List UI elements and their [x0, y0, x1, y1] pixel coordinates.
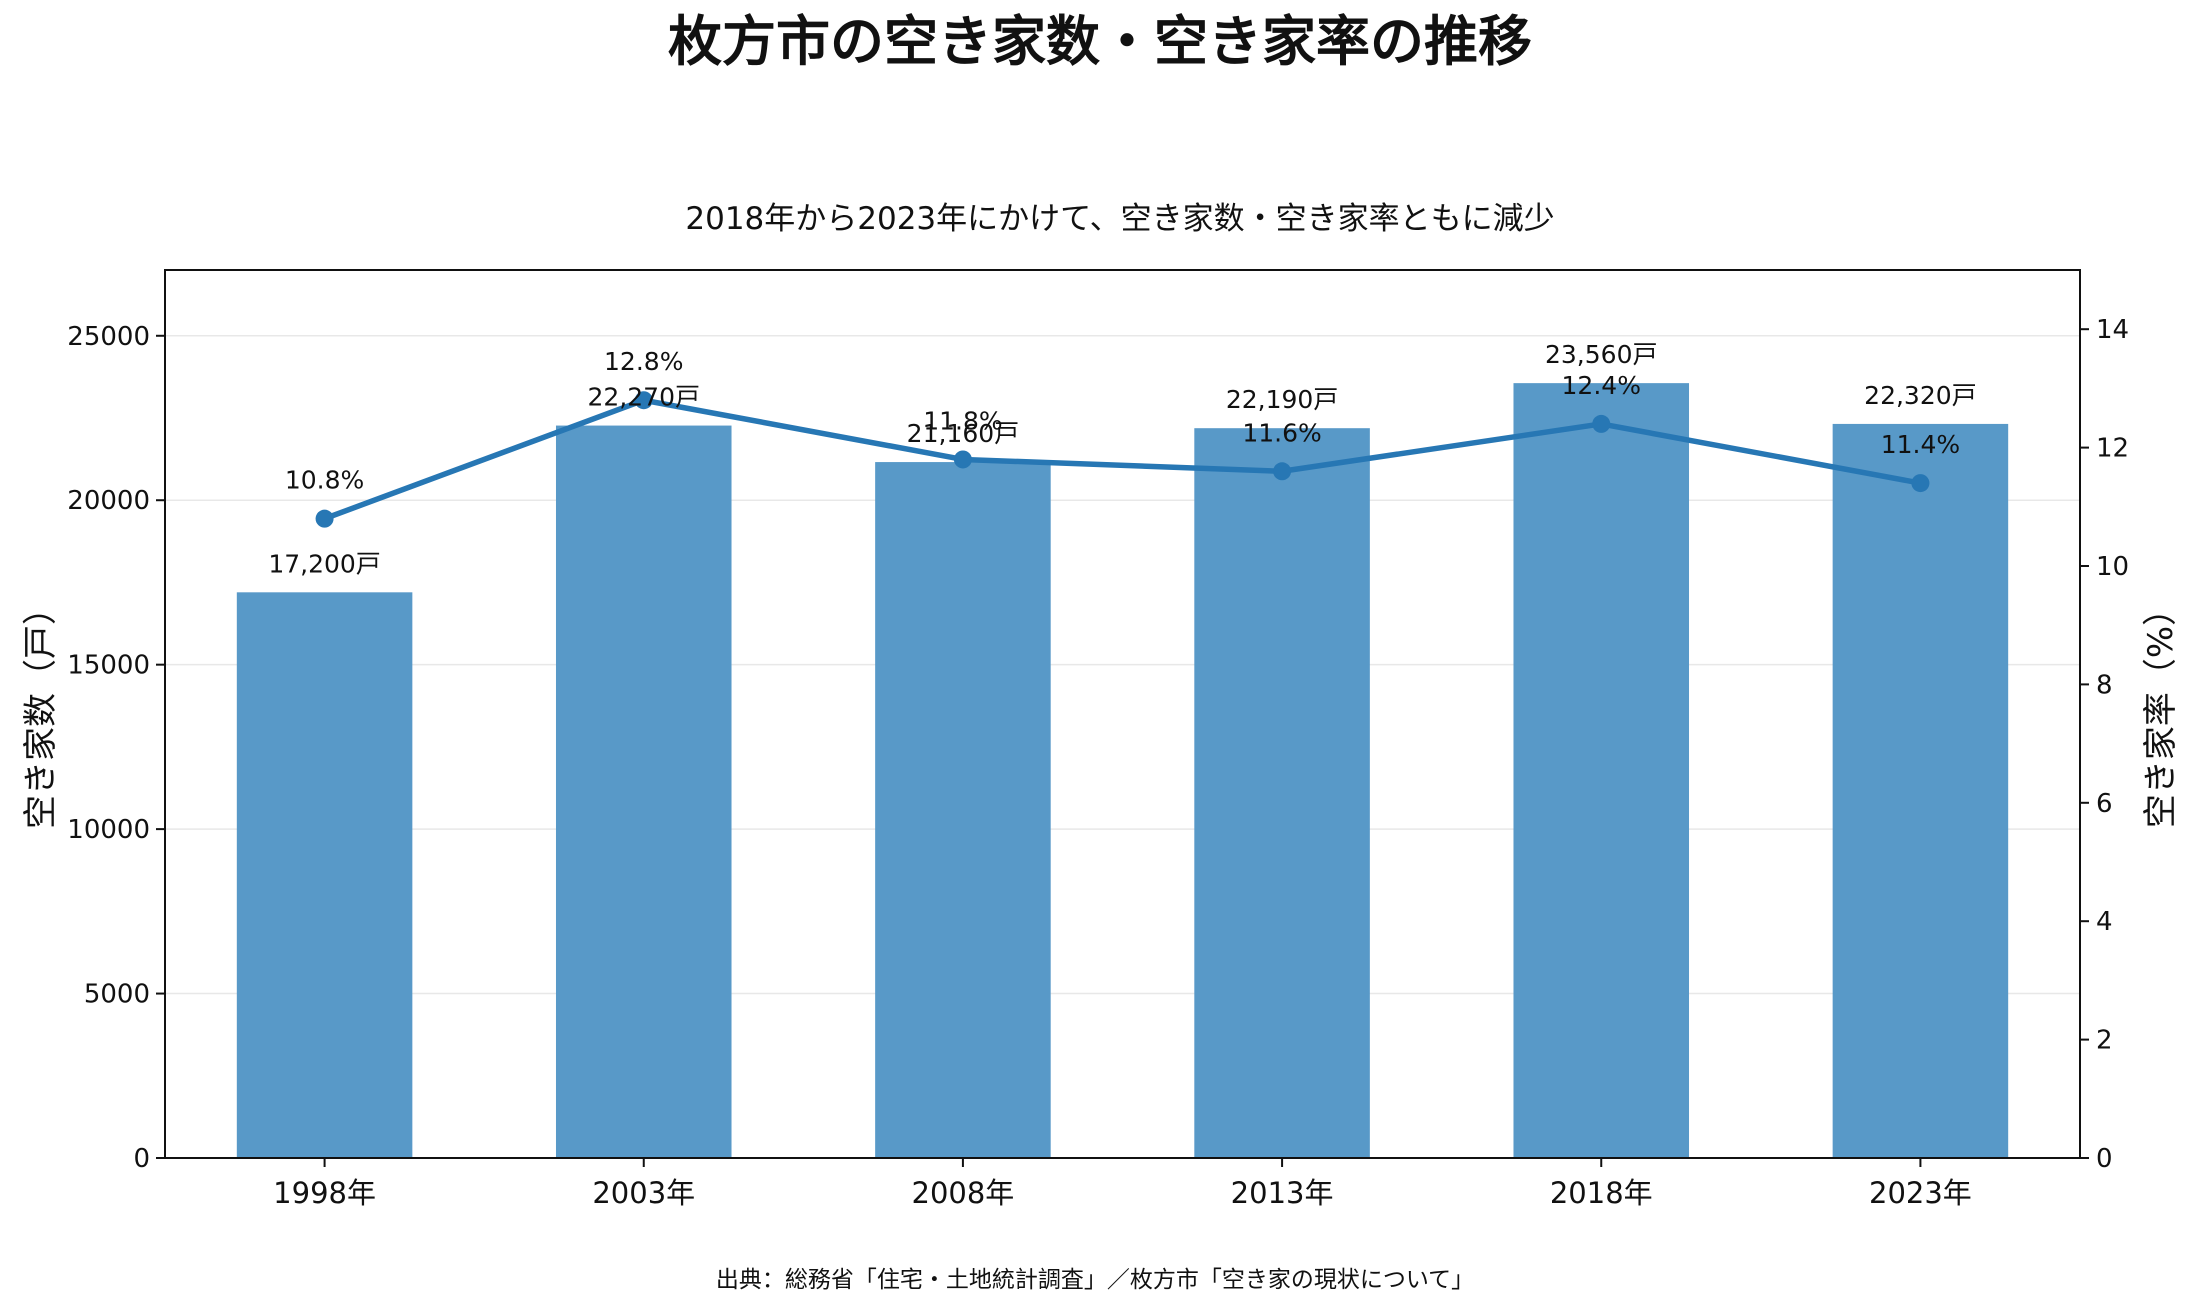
y-left-tick-label: 25000: [67, 322, 150, 352]
rate-point-1: [634, 391, 653, 410]
bar-0: [236, 592, 413, 1158]
axis-layer: 0 5000 10000 15000 20000 25000 0 2 4 6 8 10 12 14 1998…: [67, 269, 2129, 1210]
y-left-tick-label: 10000: [67, 815, 150, 845]
rate-value-label: 12.8%: [604, 347, 683, 376]
rate-point-5: [1911, 474, 1930, 493]
y-left-tick-label: 0: [133, 1144, 150, 1174]
grid-layer: [165, 335, 2080, 995]
rate-line: [321, 397, 1924, 522]
bar-3: [1194, 428, 1370, 1158]
rate-point-0: [315, 509, 334, 528]
bar-layer: [236, 383, 2009, 1158]
y-right-tick-label: 6: [2096, 789, 2113, 819]
y-right-tick-label: 0: [2096, 1144, 2113, 1174]
rate-value-label: 10.8%: [285, 466, 364, 495]
bar-value-label: 21,160戸: [907, 419, 1019, 448]
chart-subtitle: 2018年から2023年にかけて、空き家数・空き家率ともに減少: [685, 201, 1554, 237]
rate-point-3: [1273, 462, 1292, 481]
y-left-axis-label: 空き家数（戸）: [21, 591, 61, 829]
y-right-tick-label: 10: [2096, 552, 2129, 582]
bar-4: [1513, 383, 1690, 1158]
label-layer: 17,200戸 22,270戸 21,160戸 22,190戸 23,560戸 22,32…: [268, 340, 1976, 578]
bar-value-label: 23,560戸: [1545, 340, 1657, 369]
x-tick-label: 2008年: [912, 1176, 1015, 1210]
source-note: 出典：総務省「住宅・土地統計調査」／枚方市「空き家の現状について」: [716, 1267, 1474, 1293]
rate-point-2: [953, 450, 972, 469]
plot-frame: [164, 269, 2081, 1159]
y-right-axis-label: 空き家率（%）: [2141, 592, 2181, 828]
y-right-tick-label: 14: [2096, 315, 2129, 345]
x-tick-label: 1998年: [273, 1176, 376, 1210]
y-left-tick-label: 15000: [67, 651, 150, 681]
x-tick-label: 2003年: [592, 1176, 695, 1210]
x-tick-label: 2013年: [1231, 1176, 1334, 1210]
x-tick-label: 2018年: [1550, 1176, 1653, 1210]
rate-value-label: 11.8%: [923, 406, 1002, 435]
y-right-tick-label: 8: [2096, 670, 2113, 700]
rate-value-label: 12.4%: [1562, 371, 1641, 400]
y-left-tick-label: 20000: [67, 486, 150, 516]
y-right-tick-label: 2: [2096, 1026, 2113, 1056]
y-right-tick-label: 12: [2096, 434, 2129, 464]
y-left-tick-label: 5000: [84, 980, 150, 1010]
bar-value-label: 22,320戸: [1864, 381, 1976, 410]
line-layer: [315, 391, 1930, 528]
bar-value-label: 17,200戸: [268, 549, 380, 578]
rate-point-4: [1592, 414, 1611, 433]
bar-value-label: 22,270戸: [588, 383, 700, 412]
bar-5: [1832, 423, 2009, 1158]
rate-value-label: 11.6%: [1242, 418, 1321, 447]
rate-value-label: 11.4%: [1881, 430, 1960, 459]
chart-title: 枚方市の空き家数・空き家率の推移: [668, 10, 1532, 73]
y-right-tick-label: 4: [2096, 907, 2113, 937]
bar-1: [555, 425, 732, 1158]
x-tick-label: 2023年: [1869, 1176, 1972, 1210]
bar-value-label: 22,190戸: [1226, 385, 1338, 414]
bar-2: [875, 462, 1051, 1158]
